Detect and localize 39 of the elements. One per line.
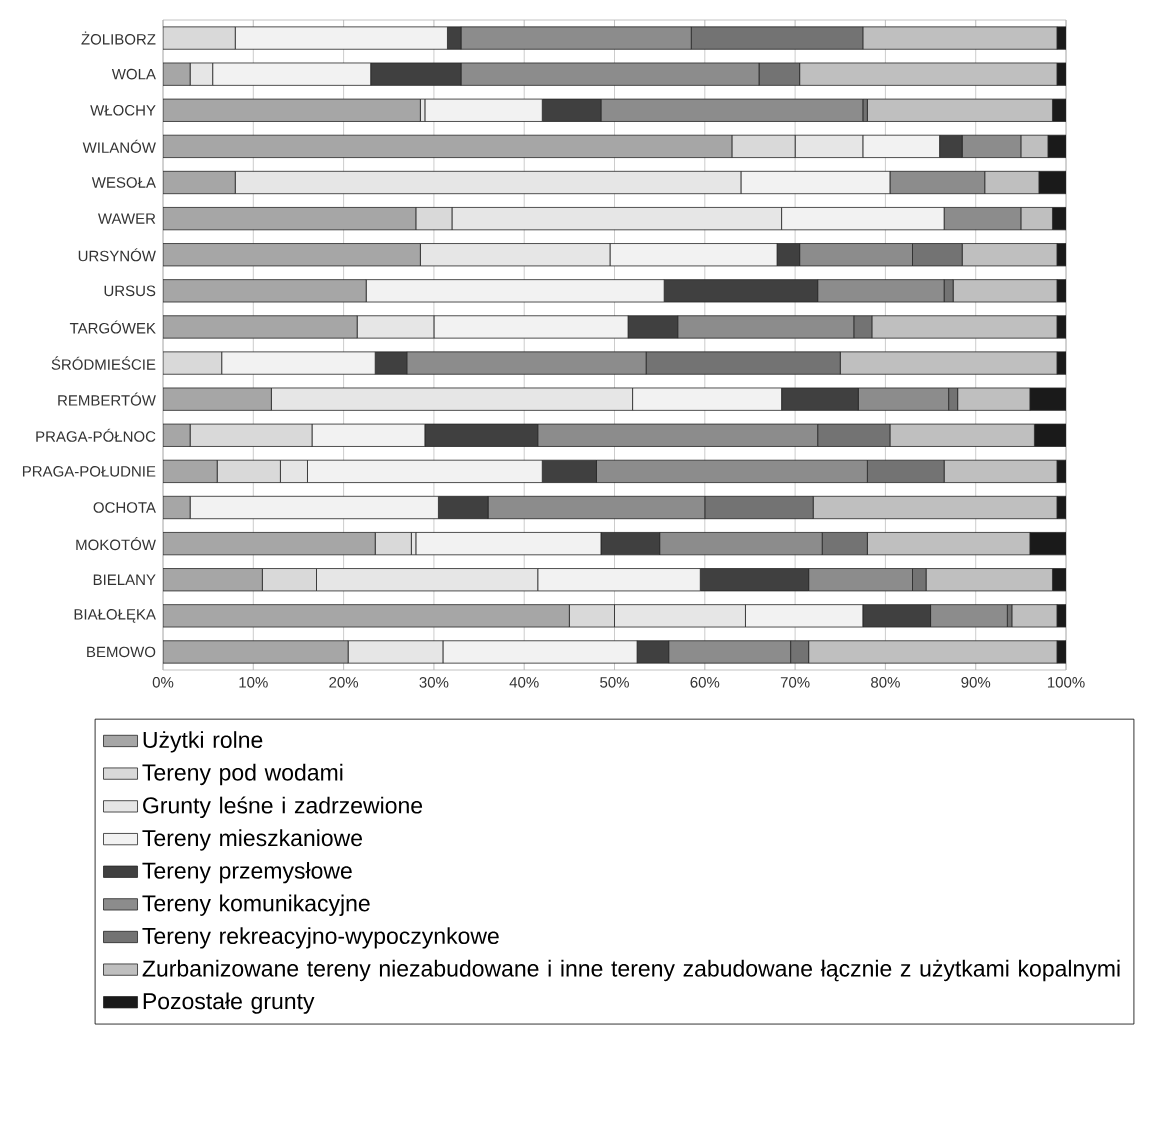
y-tick-label: BEMOWO bbox=[87, 646, 156, 658]
legend-label: Pozostałe grunty bbox=[143, 992, 315, 1014]
legend-label: Grunty leśne i zadrzewione bbox=[143, 796, 423, 819]
x-tick-label: 10% bbox=[239, 677, 268, 688]
y-tick-label: WAWER bbox=[97, 213, 156, 224]
x-tick-label: 70% bbox=[780, 677, 810, 688]
y-tick-label: WŁOCHY bbox=[90, 104, 156, 116]
y-tick-label: OCHOTA bbox=[93, 502, 156, 513]
legend-label: Tereny pod wodami bbox=[142, 763, 343, 786]
legend-label: Tereny rekreacyjno-wypoczynkowe bbox=[142, 927, 499, 949]
y-tick-label: WESOŁA bbox=[91, 177, 156, 188]
x-tick-label: 50% bbox=[600, 677, 629, 688]
y-tick-label: WILANÓW bbox=[82, 139, 156, 153]
y-tick-label: WOLA bbox=[111, 68, 156, 80]
x-tick-label: 0% bbox=[152, 677, 174, 688]
x-tick-label: 90% bbox=[961, 677, 991, 688]
y-tick-label: REMBERTÓW bbox=[58, 392, 156, 406]
y-tick-label: ŚRÓDMIEŚCIE bbox=[51, 356, 156, 370]
legend-label: Zurbanizowane tereny niezabudowane i inne tereny zabudowane łącznie z użytkami kopalnymi bbox=[142, 959, 1120, 982]
bar bbox=[374, 532, 412, 556]
y-tick-label: MOKOTÓW bbox=[76, 537, 156, 551]
y-tick-label: PRAGA-POŁUDNIE bbox=[22, 466, 156, 477]
x-tick-label: 40% bbox=[509, 677, 539, 688]
legend-label: Użytki rolne bbox=[143, 731, 263, 753]
y-tick-label: URSYNÓW bbox=[78, 248, 156, 262]
y-tick-label: TARGÓWEK bbox=[69, 320, 156, 334]
y-tick-label: URSUS bbox=[104, 285, 156, 297]
legend-label: Tereny komunikacyjne bbox=[142, 894, 370, 916]
y-tick-label: BIAŁOŁĘKA bbox=[74, 609, 156, 623]
legend-label: Tereny przemysłowe bbox=[142, 861, 352, 884]
x-tick-label: 80% bbox=[871, 677, 900, 688]
x-tick-label: 100% bbox=[1047, 677, 1085, 688]
x-tick-label: 30% bbox=[419, 677, 449, 688]
y-tick-label: BIELANY bbox=[93, 574, 156, 585]
y-tick-label: PRAGA-PÓŁNOC bbox=[36, 428, 156, 442]
x-tick-label: 20% bbox=[329, 677, 359, 688]
x-tick-label: 60% bbox=[690, 677, 720, 688]
legend-label: Tereny mieszkaniowe bbox=[142, 829, 362, 851]
y-tick-label: ŻOLIBORZ bbox=[81, 31, 156, 45]
